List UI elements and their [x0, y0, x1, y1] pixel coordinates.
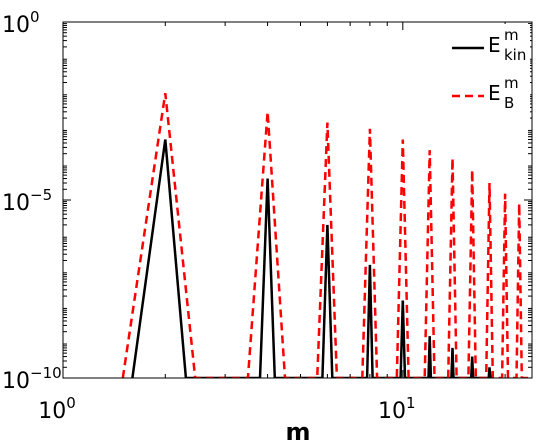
y-tick-label-1: 10−5: [2, 186, 52, 216]
y-tick-label-0: 100: [2, 8, 40, 38]
x-axis-label: m: [285, 418, 310, 446]
series-line-1: [121, 93, 530, 378]
series-line-0: [131, 139, 492, 378]
x-tick-label-0: 100: [38, 394, 76, 424]
y-tick-label-2: 10−10: [2, 364, 62, 394]
series-layer: [121, 93, 530, 378]
legend-box: [446, 24, 530, 124]
x-tick-label-1: 101: [378, 394, 416, 424]
